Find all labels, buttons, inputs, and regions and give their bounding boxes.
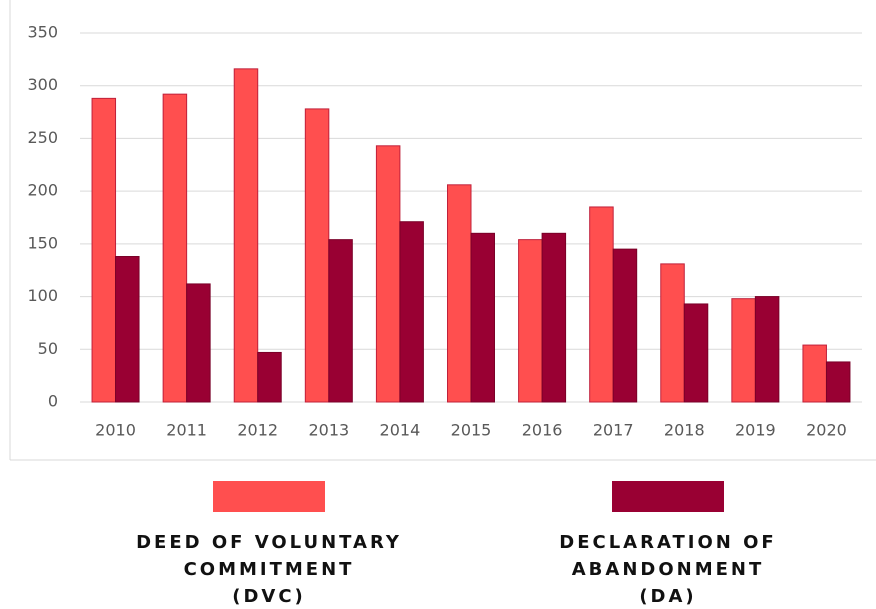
x-tick-label: 2012	[237, 421, 278, 440]
legend-swatch	[213, 481, 325, 512]
bar	[233, 68, 259, 403]
bar	[731, 298, 756, 403]
y-tick-label: 300	[27, 75, 58, 94]
bar	[683, 303, 709, 403]
x-tick-label: 2014	[380, 421, 421, 440]
bar	[518, 239, 543, 403]
y-tick-label: 200	[27, 181, 58, 200]
x-tick-label: 2011	[166, 421, 207, 440]
bar	[399, 221, 424, 403]
bar	[91, 97, 117, 403]
bar	[825, 361, 851, 403]
bar	[257, 351, 282, 403]
bar	[802, 344, 827, 403]
y-tick-label: 50	[38, 339, 58, 358]
bar	[470, 232, 495, 403]
x-tick-label: 2016	[522, 421, 563, 440]
x-tick-label: 2019	[735, 421, 776, 440]
bar	[660, 263, 685, 403]
bar	[754, 296, 780, 403]
bar	[589, 206, 614, 403]
x-tick-label: 2017	[593, 421, 634, 440]
x-tick-label: 2020	[806, 421, 847, 440]
bar	[328, 239, 353, 403]
y-tick-label: 250	[27, 128, 58, 147]
bar	[162, 93, 188, 403]
x-tick-label: 2013	[308, 421, 349, 440]
bar	[447, 184, 472, 403]
x-tick-label: 2018	[664, 421, 705, 440]
bar	[304, 108, 330, 403]
bar	[612, 248, 638, 403]
bar	[375, 145, 401, 403]
y-tick-label: 150	[27, 233, 58, 252]
x-tick-label: 2015	[451, 421, 492, 440]
bar	[115, 256, 140, 403]
chart: 0 50 100 150 200 250 300 350 2010 2011 2012 2013 201…	[9, 0, 876, 461]
bar	[186, 283, 211, 403]
y-tick-label: 350	[27, 23, 58, 42]
x-tick-label: 2010	[95, 421, 136, 440]
y-tick-label: 0	[48, 392, 58, 411]
bar	[541, 232, 567, 403]
legend-label: DEED OF VOLUNTARY COMMITMENT (DVC)	[136, 532, 402, 607]
y-tick-label: 100	[27, 286, 58, 305]
legend-label: DECLARATION OF ABANDONMENT (DA)	[559, 532, 777, 607]
legend-swatch	[612, 481, 724, 512]
